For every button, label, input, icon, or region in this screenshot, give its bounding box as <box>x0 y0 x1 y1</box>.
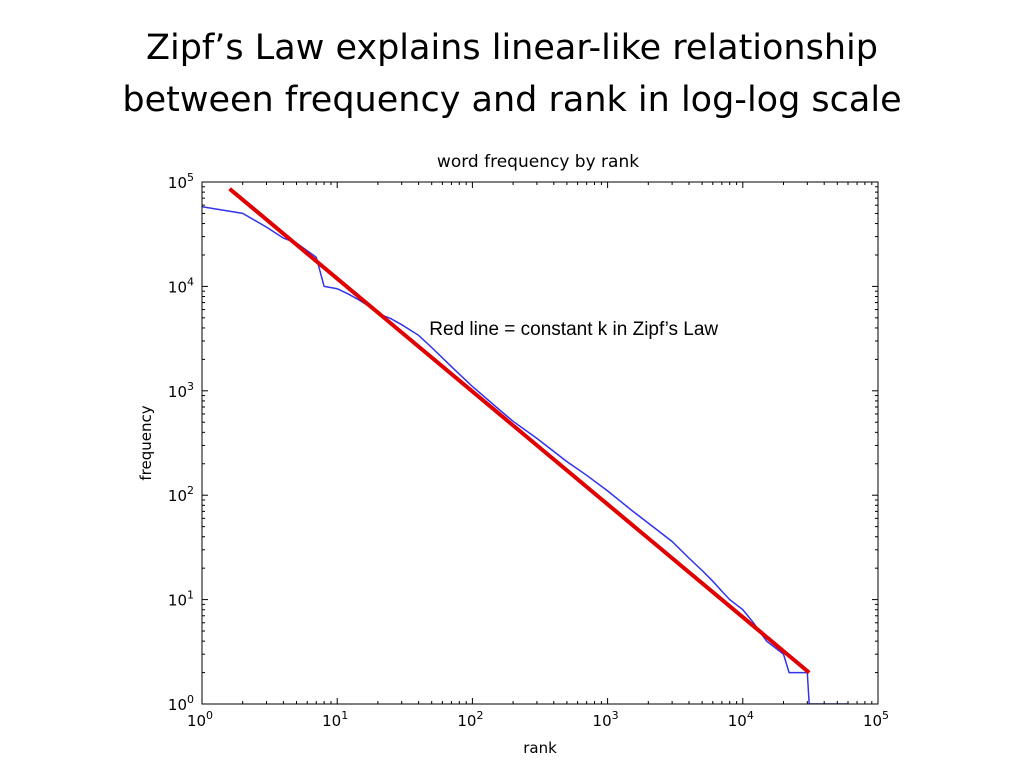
slide-title: Zipf’s Law explains linear-like relation… <box>0 22 1024 126</box>
x-tick-label: 101 <box>322 709 348 730</box>
x-tick-label: 103 <box>593 709 619 730</box>
y-tick-label: 104 <box>168 275 194 296</box>
chart-title: word frequency by rank <box>437 152 639 172</box>
x-tick-label: 102 <box>457 709 483 730</box>
frequency-series-line <box>202 205 848 704</box>
x-tick-label: 105 <box>863 709 889 730</box>
plot-frame <box>201 181 879 705</box>
slide-title-line2: between frequency and rank in log-log sc… <box>122 80 902 120</box>
x-tick-label: 100 <box>187 709 213 730</box>
y-tick-label: 100 <box>168 693 194 714</box>
slide-title-line1: Zipf’s Law explains linear-like relation… <box>146 28 878 68</box>
y-tick-label: 101 <box>168 589 194 610</box>
x-axis-label: rank <box>523 739 557 757</box>
x-tick-label: 104 <box>728 709 754 730</box>
y-axis-label: frequency <box>137 405 155 480</box>
y-tick-label: 103 <box>168 380 194 401</box>
y-tick-label: 105 <box>168 171 194 192</box>
zipf-fit-line <box>228 187 811 675</box>
y-tick-label: 102 <box>168 484 194 505</box>
annotation-text: Red line = constant k in Zipf’s Law <box>429 319 718 340</box>
